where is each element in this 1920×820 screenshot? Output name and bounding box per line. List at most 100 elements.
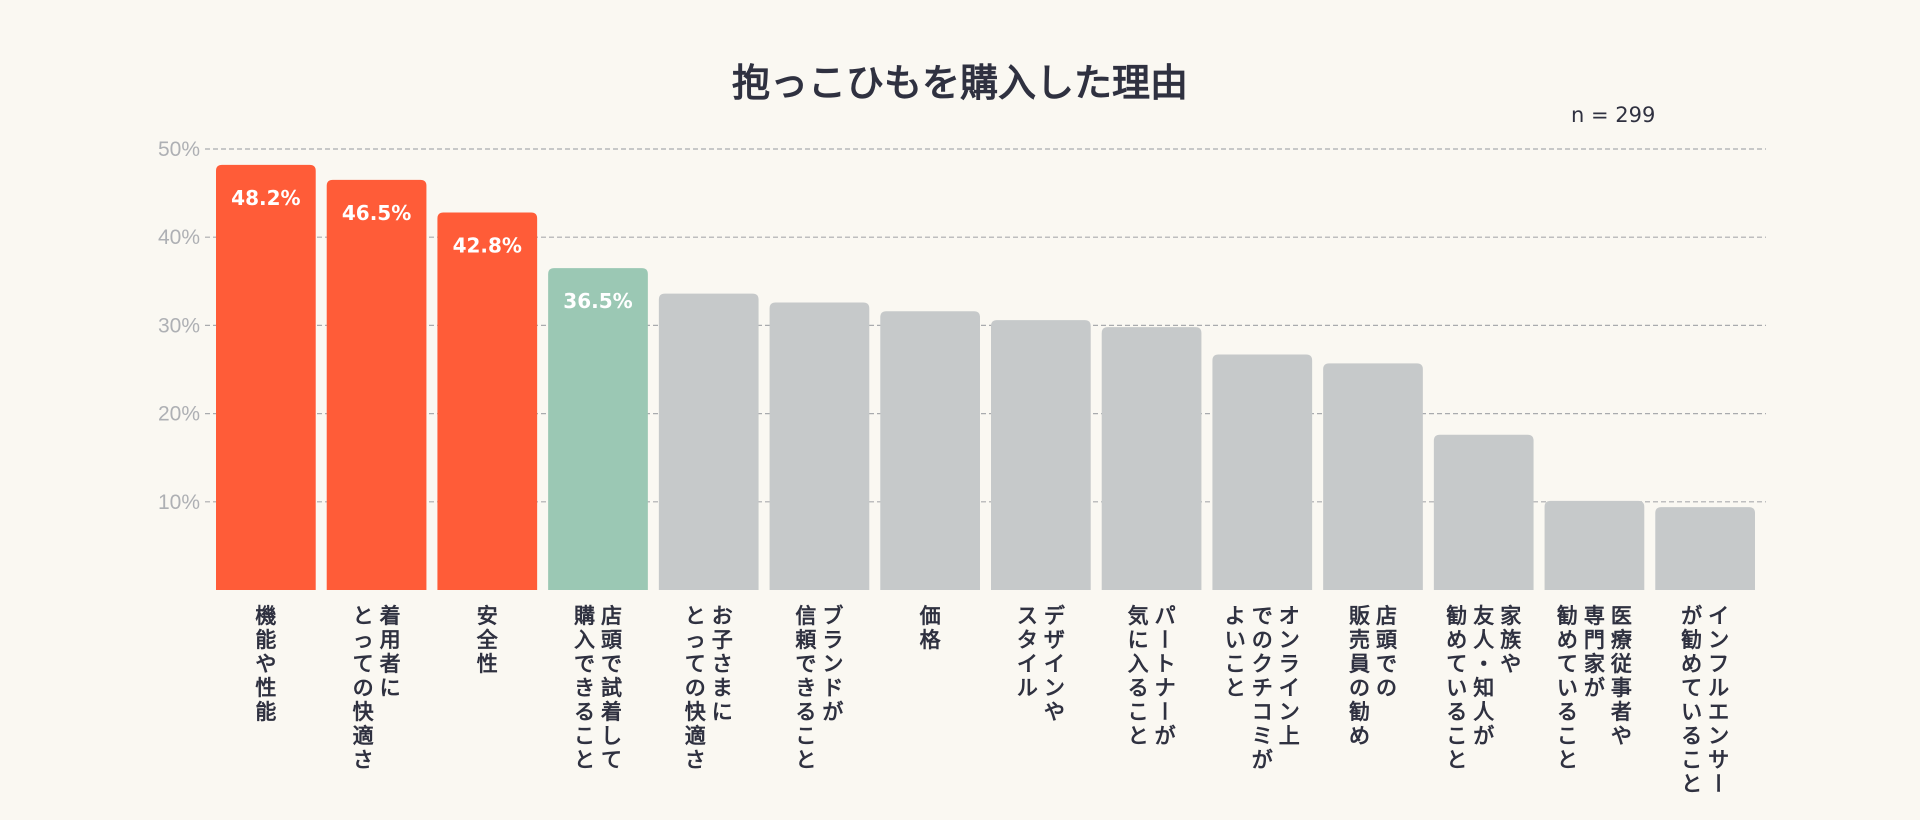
x-tick-char: こ [1128, 700, 1149, 724]
bar [437, 212, 538, 590]
x-tick-char: ナ [1155, 676, 1176, 700]
bar [548, 268, 648, 590]
x-tick-char: や [1044, 700, 1065, 724]
x-tick-char: オ [1279, 604, 1300, 628]
x-tick-char: っ [353, 628, 374, 652]
bar [769, 302, 870, 590]
x-tick-char: 上 [1279, 724, 1300, 748]
x-tick-char: き [574, 676, 595, 700]
data-label: 48.2% [231, 186, 300, 210]
x-tick-char: ラ [1279, 652, 1300, 676]
x-tick-char: っ [685, 628, 706, 652]
x-tick-char: デ [1044, 604, 1066, 628]
x-tick-char: 適 [685, 724, 706, 748]
x-tick-char: 性 [477, 652, 498, 676]
x-tick-char: て [685, 652, 706, 676]
x-tick-char: し [601, 724, 622, 748]
bar [1323, 363, 1423, 590]
x-tick-char: 性 [255, 676, 276, 700]
x-tick-char: お [712, 604, 733, 628]
x-tick-char: と [1128, 724, 1149, 748]
x-tick-char: 快 [353, 700, 375, 724]
data-label: 46.5% [342, 201, 411, 225]
x-tick-char: の [1376, 676, 1397, 700]
x-tick-char: ン [1708, 628, 1729, 652]
x-tick-char: る [1128, 676, 1149, 700]
x-tick-char: る [1557, 700, 1578, 724]
x-tick-char: と [1446, 748, 1467, 772]
x-tick-char: ブ [822, 604, 843, 628]
x-tick-char: が [1681, 604, 1702, 628]
x-tick-char: 知 [1473, 676, 1494, 700]
x-tick-char: 売 [1349, 628, 1370, 652]
x-tick-char: と [685, 604, 706, 628]
x-tick-char: て [1557, 652, 1578, 676]
x-tick-label: 価格 [919, 604, 942, 652]
x-tick-char: 入 [1128, 652, 1149, 676]
x-tick-char: 人 [1473, 700, 1494, 724]
x-tick-char: ン [1279, 700, 1300, 724]
x-tick-char: 格 [920, 628, 942, 652]
x-tick-char: ー [1152, 629, 1176, 650]
x-tick-char: 能 [255, 628, 276, 652]
bar [1101, 327, 1202, 590]
x-tick-char: 人 [1473, 628, 1494, 652]
x-tick-char: の [1349, 676, 1370, 700]
x-tick-char: で [795, 652, 816, 676]
x-tick-char: に [1128, 628, 1149, 652]
x-tick-char: ン [1044, 676, 1065, 700]
x-tick-char: る [1446, 700, 1467, 724]
y-tick-label: 10% [158, 491, 200, 514]
x-tick-char: 入 [574, 628, 595, 652]
x-tick-char: こ [574, 724, 595, 748]
x-tick-char: 店 [1376, 604, 1397, 628]
x-tick-char: 販 [1349, 604, 1371, 628]
x-tick-char: 気 [1128, 604, 1149, 628]
x-tick-char: ー [1706, 773, 1730, 794]
x-tick-char: こ [1225, 652, 1246, 676]
x-tick-char: 門 [1584, 628, 1605, 652]
x-tick-char: 価 [919, 604, 941, 628]
x-tick-char: 療 [1611, 628, 1633, 652]
x-tick-char: 勧 [1556, 604, 1578, 628]
x-tick-char: こ [795, 724, 816, 748]
x-tick-char: 族 [1500, 628, 1522, 652]
bars [216, 164, 1755, 590]
x-tick-char: が [1252, 748, 1273, 772]
x-tick-char: て [601, 748, 622, 772]
x-tick-char: ま [712, 676, 733, 700]
x-tick-char: ン [822, 652, 843, 676]
x-tick-char: 専 [1584, 604, 1605, 628]
x-tick-char: 子 [712, 628, 733, 652]
x-tick-char: パ [1155, 604, 1176, 628]
x-tick-char: 適 [353, 724, 374, 748]
x-tick-char: の [685, 676, 706, 700]
x-tick-char: で [1376, 652, 1397, 676]
x-tick-char: さ [685, 748, 706, 772]
x-tick-char: 者 [1611, 700, 1632, 724]
x-tick-char: い [1557, 676, 1578, 700]
x-tick-char: 用 [380, 628, 401, 652]
x-tick-char: 購 [573, 604, 595, 628]
x-tick-char: て [1446, 652, 1467, 676]
x-tick-char: い [1225, 628, 1246, 652]
x-tick-char: ン [1708, 724, 1729, 748]
x-tick-char: に [380, 676, 401, 700]
bar [1544, 500, 1645, 590]
x-tick-char: 頼 [795, 628, 817, 652]
x-tick-char: め [1446, 628, 1467, 652]
x-tick-char: ザ [1044, 628, 1065, 652]
bar [658, 293, 759, 590]
x-tick-char: サ [1708, 748, 1729, 772]
x-tick-char: 着 [379, 604, 401, 628]
x-axis-labels: 機能や性能着用者にとっての快適さ安全性店頭で試着して購入できることお子さまにとっ… [255, 604, 1729, 796]
x-tick-char: 信 [795, 604, 816, 628]
x-tick-char: ク [1252, 652, 1273, 676]
x-tick-char: き [795, 676, 816, 700]
x-tick-char: こ [1446, 724, 1467, 748]
